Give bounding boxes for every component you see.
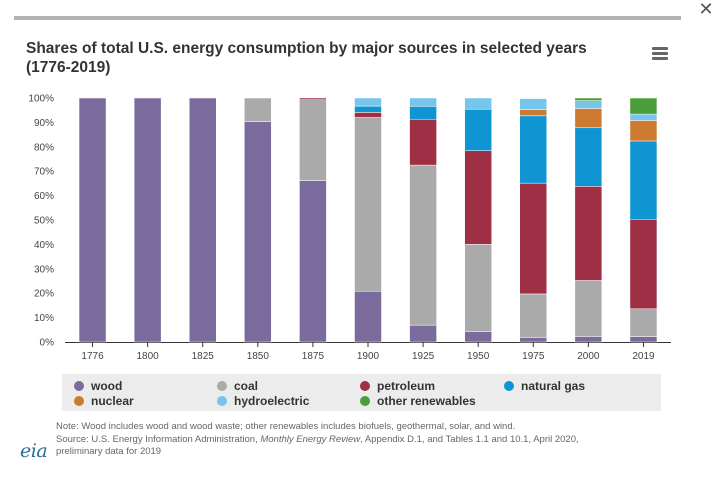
y-tick-label: 50% <box>34 216 54 227</box>
y-tick-label: 0% <box>40 338 55 349</box>
bar-segment-natural-gas-1950 <box>464 108 492 151</box>
bar-segment-petroleum-1900 <box>354 112 382 118</box>
bar-segment-nuclear-2019 <box>629 120 658 142</box>
y-tick-label: 30% <box>34 264 54 275</box>
note-text: Note: Wood includes wood and wood waste;… <box>56 421 516 432</box>
y-tick-label: 60% <box>34 191 54 202</box>
bar-segment-coal-2019 <box>629 308 658 337</box>
bar-segment-hydroelectric-1975 <box>519 98 548 110</box>
chart-notes: Note: Wood includes wood and wood waste;… <box>56 421 666 459</box>
x-tick-label: 1825 <box>192 351 215 362</box>
bar-segment-natural-gas-1975 <box>519 115 548 184</box>
y-tick-label: 90% <box>34 118 54 129</box>
x-tick-label: 1975 <box>522 351 545 362</box>
legend-label: other renewables <box>377 394 476 408</box>
legend-item-natural-gas[interactable]: natural gas <box>504 379 585 393</box>
legend-dot-natural-gas <box>504 381 514 391</box>
bar-segment-wood-1850 <box>244 121 272 343</box>
legend-label: wood <box>91 379 123 393</box>
stacked-bar-chart: 0% 10% 20% 30% 40% 50% 60% 70% 80% 90% 100% 1776 180… <box>28 94 671 362</box>
y-tick-label: 80% <box>34 142 54 153</box>
hamburger-menu-icon[interactable] <box>652 47 668 61</box>
bar-segment-wood-2019 <box>629 336 658 343</box>
chart-legend: wood coal petroleum natural gas nuclear … <box>62 374 661 411</box>
x-tick-label: 1925 <box>412 351 435 362</box>
bar-segment-nuclear-2000 <box>574 108 603 129</box>
x-tick-label: 1850 <box>247 351 270 362</box>
legend-item-hydroelectric[interactable]: hydroelectric <box>217 394 309 408</box>
legend-item-coal[interactable]: coal <box>217 379 258 393</box>
y-tick-label: 70% <box>34 167 54 178</box>
x-tick-label: 2000 <box>577 351 600 362</box>
legend-label: hydroelectric <box>234 394 310 408</box>
x-tick-label: 1800 <box>137 351 160 362</box>
bar-segment-petroleum-2019 <box>629 219 658 310</box>
source-text-line2: preliminary data for 2019 <box>56 446 162 457</box>
source-text: Source: U.S. Energy Information Administ… <box>56 433 579 445</box>
legend-item-petroleum[interactable]: petroleum <box>360 379 435 393</box>
y-tick-label: 40% <box>34 240 54 251</box>
bar-segment-coal-2000 <box>574 280 603 337</box>
bar-segment-wood-1875 <box>299 180 327 343</box>
bar-segment-other-renewables-2019 <box>629 97 658 115</box>
legend-item-nuclear[interactable]: nuclear <box>74 394 134 408</box>
bar-segment-wood-2000 <box>574 336 603 343</box>
legend-dot-coal <box>217 381 227 391</box>
close-button[interactable]: ✕ <box>698 0 714 19</box>
x-tick-label: 1900 <box>357 351 380 362</box>
y-tick-label: 20% <box>34 289 54 300</box>
x-tick-label: 1875 <box>302 351 325 362</box>
bar-segment-wood-1825 <box>188 97 217 343</box>
bar-segment-wood-1950 <box>464 331 492 343</box>
bar-segment-petroleum-2000 <box>574 186 603 281</box>
legend-label: coal <box>234 379 259 393</box>
x-tick-label: 1950 <box>467 351 490 362</box>
legend-dot-other-renewables <box>360 396 370 406</box>
legend-label: nuclear <box>91 394 134 408</box>
legend-dot-petroleum <box>360 381 370 391</box>
bar-segment-natural-gas-1900 <box>354 105 382 113</box>
bar-segment-wood-1900 <box>354 290 382 343</box>
top-divider <box>14 16 681 20</box>
x-tick-label: 2019 <box>632 351 655 362</box>
y-tick-label: 100% <box>28 94 54 105</box>
x-tick-label: 1776 <box>81 351 104 362</box>
legend-dot-wood <box>74 381 84 391</box>
bar-segment-nuclear-1975 <box>519 109 548 117</box>
legend-dot-hydroelectric <box>217 396 227 406</box>
bar-segment-petroleum-1950 <box>464 150 492 245</box>
bar-segment-hydroelectric-1900 <box>354 97 382 107</box>
bar-segment-hydroelectric-1950 <box>464 97 492 110</box>
legend-item-other-renewables[interactable]: other renewables <box>360 394 476 408</box>
bar-segment-other-renewables-2000 <box>574 97 603 101</box>
bar-segment-coal-1850 <box>244 97 272 122</box>
bar-segment-petroleum-1925 <box>409 118 437 166</box>
bar-segment-petroleum-1875 <box>299 97 327 100</box>
bar-segment-wood-1925 <box>409 324 437 343</box>
bar-segment-wood-1800 <box>133 97 162 343</box>
bar-segment-coal-1925 <box>409 164 437 326</box>
bar-segment-wood-1975 <box>519 337 548 343</box>
bar-segment-natural-gas-2000 <box>574 127 603 187</box>
chart-title: Shares of total U.S. energy consumption … <box>26 40 587 76</box>
bar-segment-natural-gas-1925 <box>409 106 437 120</box>
bar-segment-coal-1950 <box>464 244 492 333</box>
bar-segment-wood-1776 <box>78 97 107 343</box>
bar-segment-coal-1975 <box>519 293 548 338</box>
bar-segment-natural-gas-2019 <box>629 140 658 220</box>
bar-segment-hydroelectric-2019 <box>629 113 658 121</box>
legend-dot-nuclear <box>74 396 84 406</box>
bar-segment-petroleum-1975 <box>519 182 548 295</box>
legend-label: petroleum <box>377 379 436 393</box>
legend-label: natural gas <box>521 379 586 393</box>
y-tick-label: 10% <box>34 313 54 324</box>
eia-logo: eia <box>20 440 48 462</box>
bar-segment-hydroelectric-2000 <box>574 100 603 109</box>
bar-segment-coal-1900 <box>354 117 382 292</box>
legend-item-wood[interactable]: wood <box>74 379 122 393</box>
bar-segment-coal-1875 <box>299 99 327 181</box>
bar-segment-hydroelectric-1925 <box>409 97 437 107</box>
